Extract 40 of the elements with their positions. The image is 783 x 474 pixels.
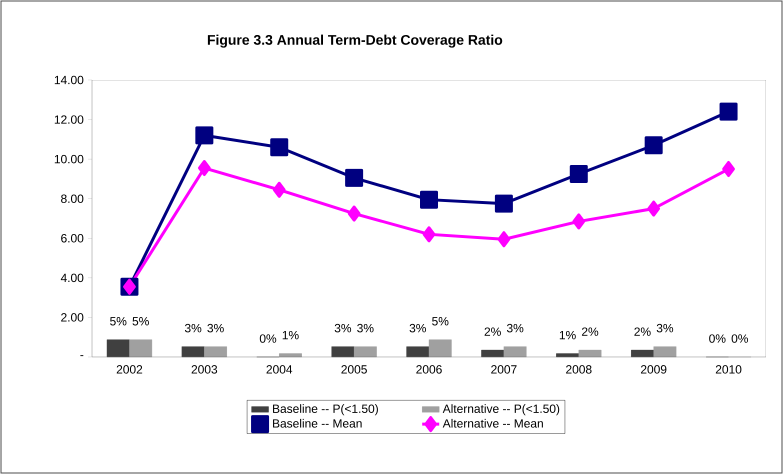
legend-label: Baseline -- P(<1.50) (273, 404, 378, 416)
legend-label: Alternative -- Mean (442, 418, 543, 428)
data-label: 5% (132, 317, 149, 326)
y-tick-label: 2.00 (61, 313, 84, 322)
data-label: 1% (282, 330, 299, 340)
chart-title: Figure 3.3 Annual Term-Debt Coverage Ratio (208, 34, 502, 48)
data-label: 5% (432, 317, 448, 326)
y-tick-label: 4.00 (60, 274, 84, 282)
y-tick-label: 14.00 (54, 76, 84, 84)
y-tick-label: 6.00 (61, 234, 84, 242)
x-tick-label: 2007 (491, 365, 517, 374)
x-tick-label: 2006 (416, 365, 442, 374)
data-label: 3% (506, 324, 524, 332)
x-tick-label: 2002 (116, 365, 142, 374)
y-tick-label: 12.00 (54, 115, 84, 124)
x-tick-label: 2005 (341, 365, 367, 374)
x-tick-label: 2010 (716, 365, 742, 374)
data-label: 0% (732, 334, 748, 343)
data-label: 0% (260, 334, 276, 343)
x-tick-label: 2009 (640, 365, 666, 374)
data-label: 2% (582, 327, 598, 336)
x-tick-label: 2008 (566, 365, 592, 374)
data-label: 1% (560, 330, 576, 340)
x-tick-label: 2003 (192, 365, 218, 374)
data-label: 3% (334, 324, 352, 332)
y-tick-label: 10.00 (54, 154, 84, 164)
data-label: 3% (357, 324, 374, 332)
legend-label: Baseline -- Mean (273, 418, 362, 428)
y-tick-label: - (80, 355, 84, 356)
data-label: 2% (634, 327, 651, 336)
data-label: 2% (484, 327, 501, 336)
x-tick-label: 2004 (266, 365, 292, 374)
data-label: 3% (184, 324, 202, 332)
data-label: 0% (709, 334, 726, 343)
data-label: 3% (410, 324, 426, 332)
y-tick-label: 8.00 (61, 194, 84, 203)
data-label: 3% (207, 324, 224, 332)
data-label: 3% (656, 324, 674, 332)
legend-label: Alternative -- P(<1.50) (442, 404, 560, 416)
data-label: 5% (110, 317, 126, 326)
